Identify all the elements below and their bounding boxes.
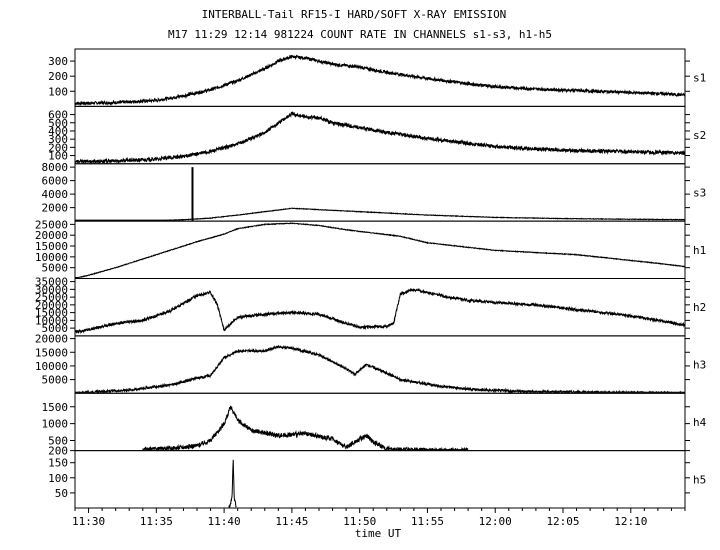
y-tick-label: 300 <box>48 55 68 68</box>
y-tick-label: 10000 <box>35 251 68 264</box>
panel-frame <box>74 450 686 509</box>
series-line-h5 <box>228 459 237 509</box>
y-tick-label: 5000 <box>42 322 69 335</box>
y-tick-label: 20000 <box>35 229 68 242</box>
y-tick-label: 200 <box>48 141 68 154</box>
panel-s1: 100 200 300 s1 <box>48 48 706 107</box>
channel-label-s1: s1 <box>693 72 706 85</box>
y-tick-label: 6000 <box>42 175 69 188</box>
x-tick-label: 12:10 <box>614 515 647 528</box>
x-tick-label: 12:00 <box>479 515 512 528</box>
channel-label-s2: s2 <box>693 129 706 142</box>
y-tick-label: 15000 <box>35 307 68 320</box>
y-tick-label: 50 <box>55 487 68 500</box>
panel-frame <box>74 105 686 165</box>
y-tick-label: 500 <box>48 435 68 448</box>
y-tick-label: 5000 <box>42 262 69 275</box>
chart-title: INTERBALL-Tail RF15-I HARD/SOFT X-RAY EM… <box>202 8 507 21</box>
x-tick-label: 11:50 <box>343 515 376 528</box>
channel-label-s3: s3 <box>693 186 706 199</box>
x-tick-label: 11:45 <box>275 515 308 528</box>
series-line-h2 <box>74 287 686 335</box>
y-tick-label: 35000 <box>35 276 68 289</box>
chart-subtitle: M17 11:29 12:14 981224 COUNT RATE IN CHA… <box>168 28 552 41</box>
y-tick-label: 100 <box>48 472 68 485</box>
x-tick-label: 11:30 <box>72 515 105 528</box>
channel-label-h2: h2 <box>693 301 706 314</box>
y-tick-label: 100 <box>48 150 68 163</box>
y-tick-label: 10000 <box>35 360 68 373</box>
y-tick-label: 400 <box>48 125 68 138</box>
y-tick-label: 200 <box>48 445 68 458</box>
channel-label-h4: h4 <box>693 416 707 429</box>
channel-label-h1: h1 <box>693 244 706 257</box>
y-tick-label: 25000 <box>35 291 68 304</box>
y-tick-label: 25000 <box>35 218 68 231</box>
series-line-s1 <box>74 54 686 106</box>
series-line-s3 <box>75 207 686 221</box>
panel-h5: 50 100 150 h5 <box>48 450 706 509</box>
y-tick-label: 2000 <box>42 202 69 215</box>
y-tick-label: 15000 <box>35 346 68 359</box>
y-tick-label: 10000 <box>35 314 68 327</box>
y-tick-label: 20000 <box>35 333 68 346</box>
y-tick-label: 200 <box>48 70 68 83</box>
series-line-h1 <box>75 222 686 278</box>
x-tick-label: 12:05 <box>546 515 579 528</box>
y-tick-label: 1000 <box>42 418 69 431</box>
y-tick-label: 600 <box>48 109 68 122</box>
y-tick-label: 4000 <box>42 188 69 201</box>
x-tick-label: 11:55 <box>411 515 444 528</box>
y-tick-label: 30000 <box>35 283 68 296</box>
panels: 100200300s1100200300400500600s2200040006… <box>35 48 707 509</box>
panel-frame <box>74 392 686 452</box>
x-tick-label: 11:40 <box>208 515 241 528</box>
series-line-s2 <box>74 111 686 165</box>
y-tick-label: 5000 <box>42 374 69 387</box>
y-tick-label: 150 <box>48 457 68 470</box>
channel-label-h5: h5 <box>693 473 706 486</box>
y-tick-label: 15000 <box>35 240 68 253</box>
x-axis: 11:30 11:35 11:40 11:45 11:50 11:55 12:00 12:05… <box>72 508 686 528</box>
y-tick-label: 100 <box>48 85 68 98</box>
y-tick-label: 20000 <box>35 299 68 312</box>
y-tick-label: 500 <box>48 117 68 130</box>
y-tick-label: 1500 <box>42 401 69 414</box>
x-axis-label: time UT <box>355 527 402 540</box>
panel-frame <box>74 220 686 279</box>
y-tick-label: 8000 <box>42 161 69 174</box>
y-tick-label: 300 <box>48 133 68 146</box>
series-line-h4 <box>142 405 469 452</box>
series-line-h3 <box>75 344 686 395</box>
channel-label-h3: h3 <box>693 359 706 372</box>
x-tick-label: 11:35 <box>140 515 173 528</box>
